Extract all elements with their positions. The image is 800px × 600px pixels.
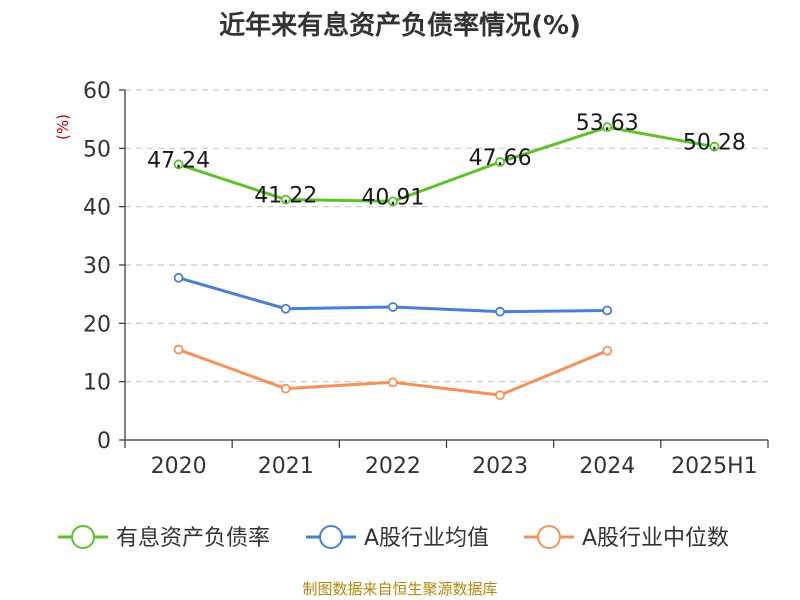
legend-marker xyxy=(71,525,95,549)
data-point xyxy=(280,383,291,394)
series: 47.24 41.22 40.91 47.66 53.63 50.28 xyxy=(147,111,746,400)
x-tick-label: 2024 xyxy=(579,454,635,479)
series-line xyxy=(177,125,716,203)
data-label: 47.24 xyxy=(147,148,210,173)
data-point xyxy=(173,272,184,283)
y-tick-label: 60 xyxy=(83,79,111,104)
series-line xyxy=(177,348,609,397)
data-point xyxy=(173,159,184,170)
series-0: 47.24 41.22 40.91 47.66 53.63 50.28 xyxy=(147,111,746,210)
data-label: 50.28 xyxy=(683,131,746,156)
data-point xyxy=(602,305,613,316)
x-tick-label: 2023 xyxy=(472,454,528,479)
data-point xyxy=(388,196,398,207)
y-tick-label: 40 xyxy=(83,196,111,221)
data-point xyxy=(709,141,720,152)
data-point xyxy=(280,303,291,314)
legend-marker xyxy=(319,525,343,549)
y-tick-label: 10 xyxy=(83,371,111,396)
data-point xyxy=(495,306,505,317)
data-point xyxy=(495,157,505,167)
x-tick-label: 2021 xyxy=(258,454,314,479)
y-tick-label: 20 xyxy=(83,312,111,337)
y-axis-label: (%) xyxy=(54,114,72,140)
data-point xyxy=(495,390,505,400)
x-tick-label: 2022 xyxy=(365,454,421,479)
data-label: 40.91 xyxy=(361,185,424,210)
legend-label: A股行业均值 xyxy=(364,526,489,551)
grid xyxy=(125,89,768,383)
y-tick-label: 50 xyxy=(83,137,111,162)
legend-item[interactable]: A股行业均值 xyxy=(306,525,489,551)
chart-title: 近年来有息资产负债率情况(%) xyxy=(219,10,581,41)
y-tick-label: 0 xyxy=(97,429,111,454)
legend: 有息资产负债率 A股行业均值 A股行业中位数 xyxy=(58,525,729,551)
data-label: 41.22 xyxy=(254,184,317,209)
data-point xyxy=(602,122,613,133)
series-2 xyxy=(173,344,613,400)
series-1 xyxy=(173,272,613,317)
data-point xyxy=(173,344,184,355)
legend-item[interactable]: 有息资产负债率 xyxy=(58,525,270,551)
data-point xyxy=(602,345,613,356)
legend-label: 有息资产负债率 xyxy=(116,526,270,551)
axes: 0 10 20 30 40 50 60 2020 2021 2022 2023 2024 2025H1 xyxy=(83,79,769,479)
data-point xyxy=(280,194,291,205)
data-point xyxy=(388,302,398,312)
data-point xyxy=(388,377,398,388)
data-label: 53.63 xyxy=(576,111,639,136)
legend-item[interactable]: A股行业中位数 xyxy=(524,525,729,551)
x-tick-label: 2020 xyxy=(151,454,207,479)
legend-marker xyxy=(537,525,561,549)
source-note: 制图数据来自恒生聚源数据库 xyxy=(302,580,497,598)
data-label: 47.66 xyxy=(469,146,532,171)
y-tick-label: 30 xyxy=(83,254,111,279)
legend-label: A股行业中位数 xyxy=(582,526,729,551)
x-tick-label: 2025H1 xyxy=(671,454,758,479)
